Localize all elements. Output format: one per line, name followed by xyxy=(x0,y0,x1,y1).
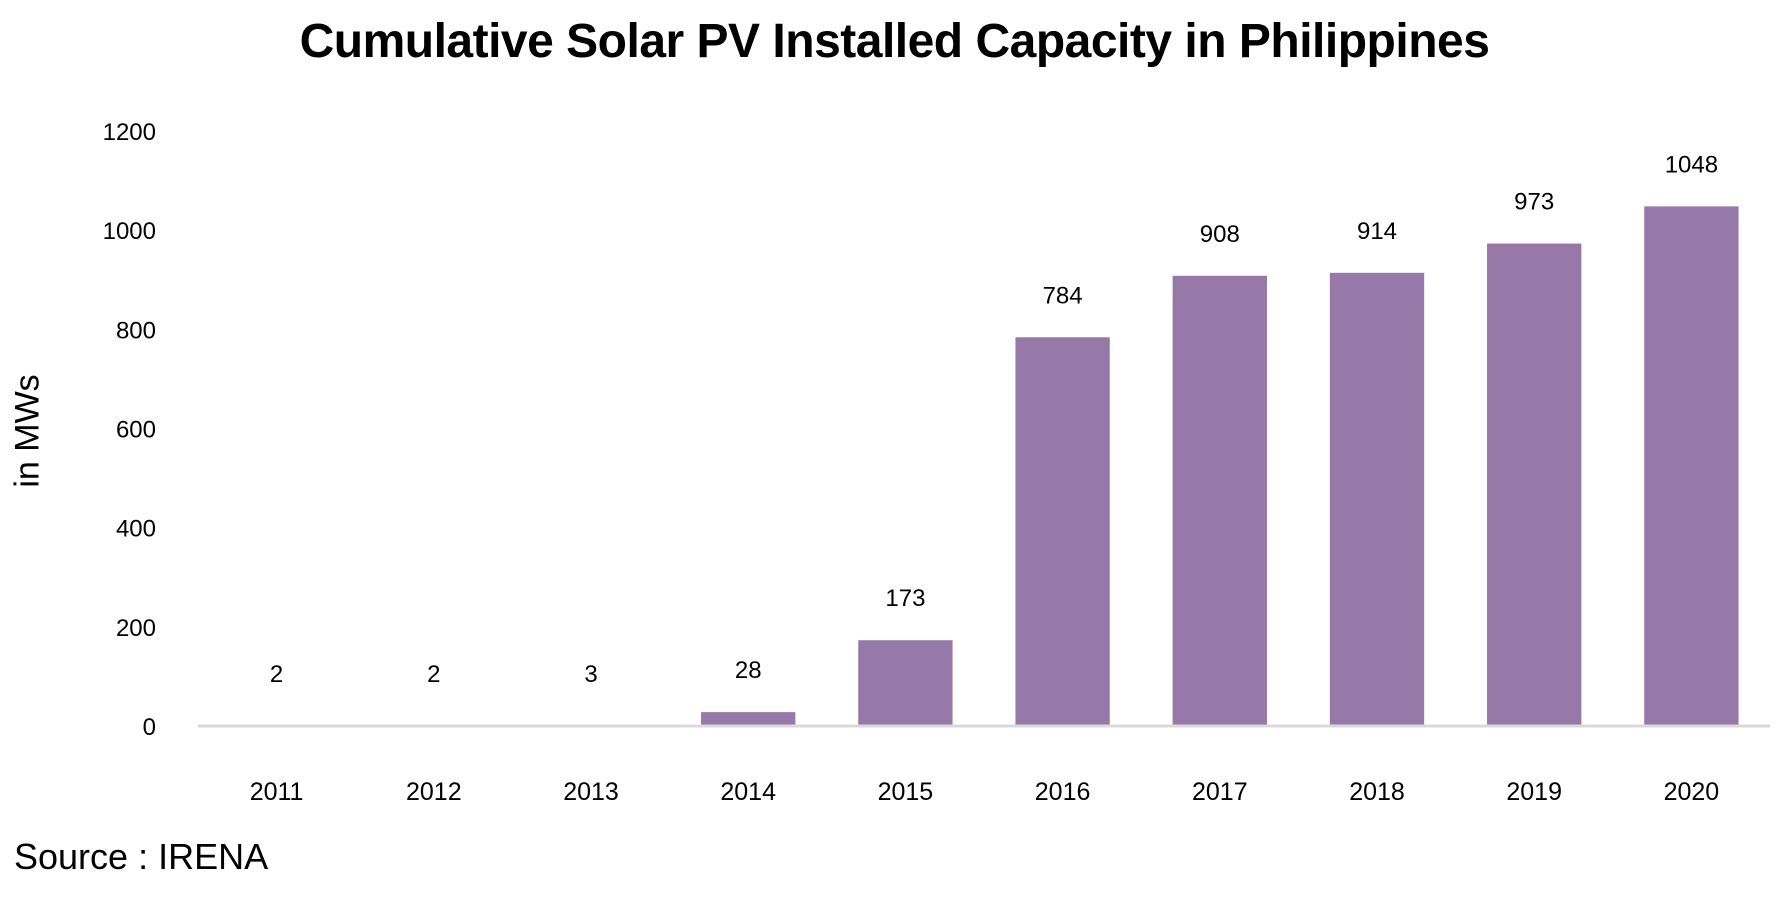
data-label-2013: 3 xyxy=(584,661,597,688)
x-tick-label-2015: 2015 xyxy=(878,778,934,806)
data-label-2016: 784 xyxy=(1043,282,1083,309)
bar-2015 xyxy=(858,640,953,726)
y-tick-label: 200 xyxy=(116,615,156,642)
x-axis-ticks: 2011 2012 2013 2014 2015 2016 2017 2018 2019 2020 xyxy=(250,778,1719,806)
y-axis-ticks: 0 200 400 600 800 1000 1200 xyxy=(103,119,156,741)
x-tick-label-2020: 2020 xyxy=(1664,778,1720,806)
x-tick-label-2018: 2018 xyxy=(1349,778,1405,806)
data-labels: 2 2 3 28 173 784 908 914 973 1048 xyxy=(270,151,1718,688)
data-label-2017: 908 xyxy=(1200,221,1240,248)
chart-title: Cumulative Solar PV Installed Capacity i… xyxy=(299,15,1490,68)
y-tick-label: 800 xyxy=(116,317,156,344)
y-tick-label: 1000 xyxy=(103,218,156,245)
data-label-2019: 973 xyxy=(1514,189,1554,216)
bar-2019 xyxy=(1487,243,1582,726)
x-tick-label-2011: 2011 xyxy=(250,778,304,806)
x-tick-label-2014: 2014 xyxy=(720,778,776,806)
data-label-2014: 28 xyxy=(735,657,762,684)
x-tick-label-2019: 2019 xyxy=(1506,778,1562,806)
x-tick-label-2017: 2017 xyxy=(1192,778,1248,806)
data-label-2015: 173 xyxy=(885,585,925,612)
bar-2014 xyxy=(701,712,796,726)
y-tick-label: 600 xyxy=(116,417,156,444)
x-tick-label-2013: 2013 xyxy=(563,778,619,806)
data-label-2020: 1048 xyxy=(1665,151,1718,178)
y-tick-label: 0 xyxy=(143,714,156,741)
bar-2017 xyxy=(1172,275,1267,726)
y-tick-label: 400 xyxy=(116,516,156,543)
bar-2016 xyxy=(1015,337,1110,726)
bar-2020 xyxy=(1644,206,1739,726)
x-tick-label-2012: 2012 xyxy=(406,778,462,806)
data-label-2012: 2 xyxy=(427,661,440,688)
data-label-2018: 914 xyxy=(1357,218,1397,245)
y-tick-label: 1200 xyxy=(103,119,156,146)
source-note: Source : IRENA xyxy=(14,836,269,877)
bar-2018 xyxy=(1329,272,1425,726)
data-label-2011: 2 xyxy=(270,661,283,688)
x-tick-label-2016: 2016 xyxy=(1035,778,1091,806)
bar-series xyxy=(229,206,1739,726)
